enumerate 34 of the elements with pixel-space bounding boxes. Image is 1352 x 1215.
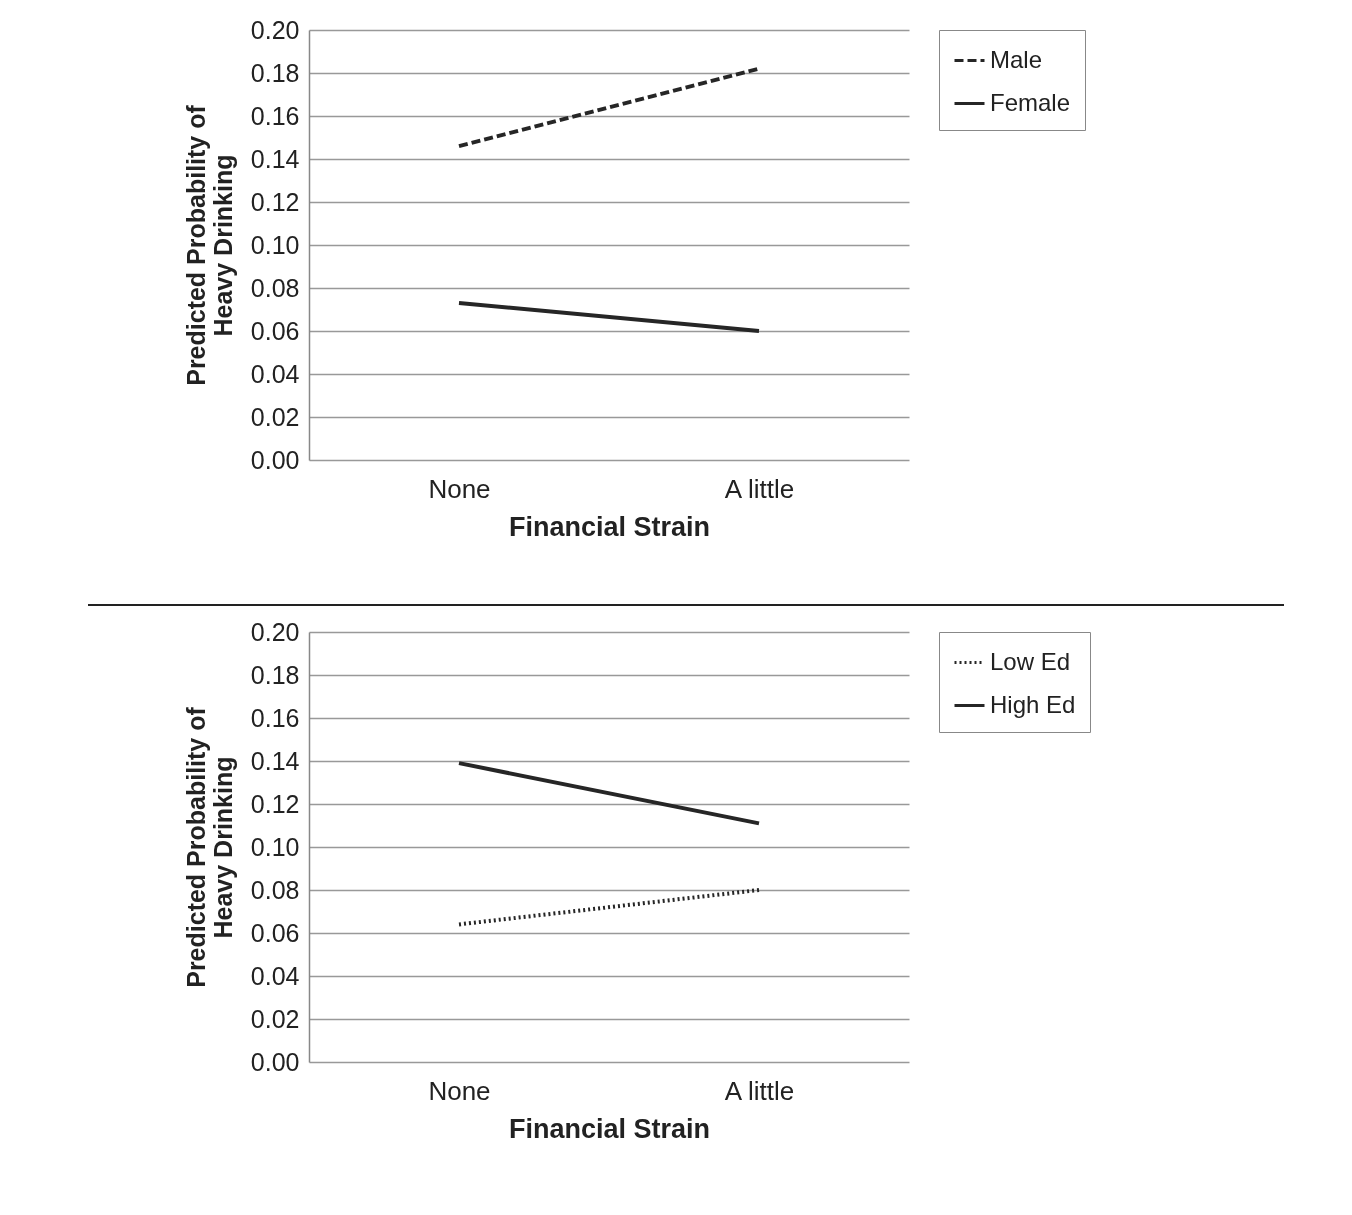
y-tick-label: 0.10 — [250, 230, 300, 259]
y-tick-label: 0.20 — [250, 617, 300, 646]
legend-label: Female — [990, 88, 1071, 116]
y-tick-label: 0.12 — [250, 789, 300, 818]
y-tick-label: 0.12 — [250, 187, 300, 216]
x-tick-label: None — [428, 473, 491, 504]
y-tick-label: 0.04 — [250, 359, 300, 388]
legend-label: Low Ed — [990, 647, 1071, 675]
x-axis-title: Financial Strain — [508, 511, 711, 542]
x-axis-title: Financial Strain — [508, 1113, 711, 1144]
y-tick-label: 0.00 — [250, 1047, 300, 1076]
legend-label: High Ed — [990, 690, 1076, 718]
y-tick-label: 0.08 — [250, 273, 300, 302]
x-tick-label: None — [428, 1075, 491, 1106]
y-axis-title: Predicted Probability of Heavy Drinking — [181, 104, 237, 386]
y-tick-label: 0.00 — [250, 445, 300, 474]
y-tick-label: 0.14 — [250, 746, 300, 775]
x-tick-label: A little — [724, 1075, 795, 1106]
y-axis-title: Predicted Probability of Heavy Drinking — [181, 706, 237, 988]
y-tick-label: 0.16 — [250, 703, 300, 732]
y-tick-label: 0.16 — [250, 101, 300, 130]
y-tick-label: 0.02 — [250, 402, 300, 431]
x-tick-label: A little — [724, 473, 795, 504]
y-tick-label: 0.06 — [250, 316, 300, 345]
legend-label: Male — [990, 45, 1043, 73]
y-tick-label: 0.08 — [250, 875, 300, 904]
y-tick-label: 0.20 — [250, 15, 300, 44]
y-tick-label: 0.06 — [250, 918, 300, 947]
y-tick-label: 0.18 — [250, 660, 300, 689]
y-tick-label: 0.14 — [250, 144, 300, 173]
y-tick-label: 0.10 — [250, 832, 300, 861]
y-tick-label: 0.18 — [250, 58, 300, 87]
y-tick-label: 0.04 — [250, 961, 300, 990]
y-tick-label: 0.02 — [250, 1004, 300, 1033]
